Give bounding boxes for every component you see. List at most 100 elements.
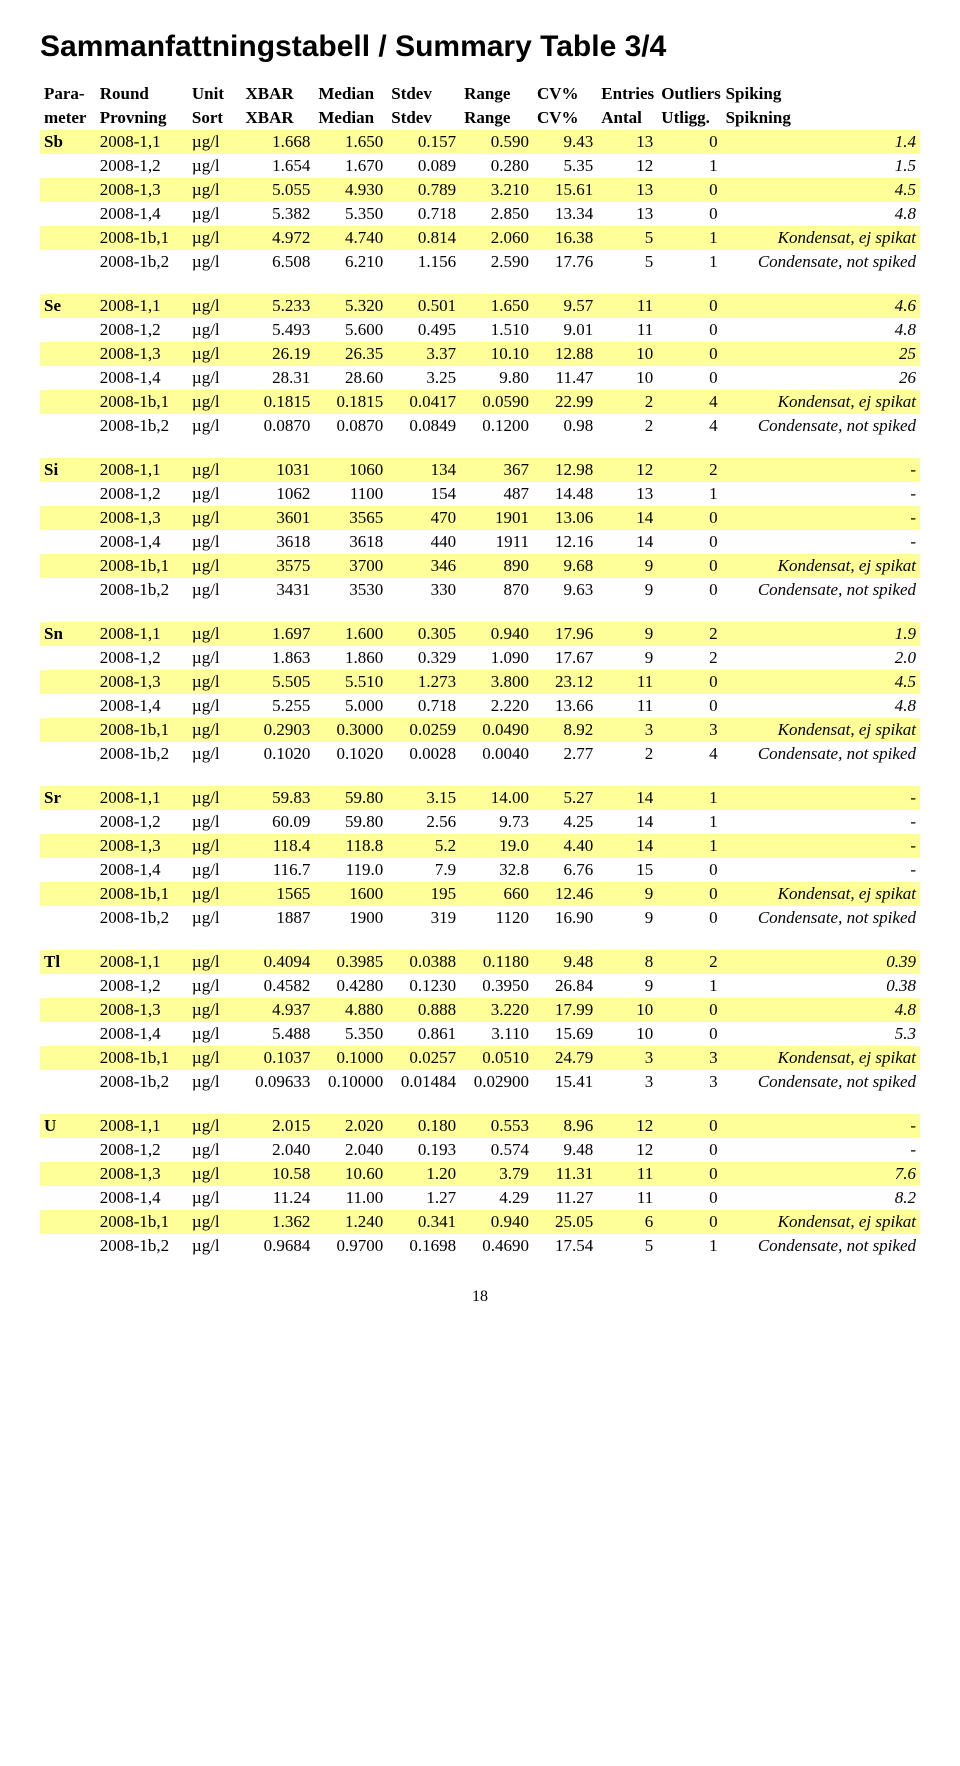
cell-param (40, 390, 96, 414)
cell-outliers: 1 (657, 250, 721, 274)
cell-median: 119.0 (314, 858, 387, 882)
cell-unit: µg/l (188, 670, 242, 694)
table-row: Sn2008-1,1µg/l1.6971.6000.3050.94017.969… (40, 622, 920, 646)
table-row: 2008-1,3µg/l5.5055.5101.2733.80023.12110… (40, 670, 920, 694)
cell-median: 4.880 (314, 998, 387, 1022)
cell-round: 2008-1,3 (96, 834, 188, 858)
cell-round: 2008-1b,1 (96, 882, 188, 906)
cell-param (40, 178, 96, 202)
cell-param: Se (40, 294, 96, 318)
cell-spiking: - (722, 1138, 920, 1162)
cell-param (40, 414, 96, 438)
hdr-xbar-2: XBAR (241, 106, 314, 130)
hdr-cv-2: CV% (533, 106, 597, 130)
cell-cv: 5.27 (533, 786, 597, 810)
cell-round: 2008-1b,1 (96, 554, 188, 578)
cell-entries: 11 (597, 294, 657, 318)
cell-cv: 4.40 (533, 834, 597, 858)
cell-spiking: 1.5 (722, 154, 920, 178)
cell-unit: µg/l (188, 718, 242, 742)
cell-range: 0.280 (460, 154, 533, 178)
cell-cv: 17.54 (533, 1234, 597, 1258)
group-spacer (40, 438, 920, 458)
cell-stdev: 0.180 (387, 1114, 460, 1138)
cell-cv: 9.57 (533, 294, 597, 318)
cell-round: 2008-1b,1 (96, 1046, 188, 1070)
cell-outliers: 0 (657, 1138, 721, 1162)
table-row: 2008-1b,2µg/l6.5086.2101.1562.59017.7651… (40, 250, 920, 274)
cell-outliers: 0 (657, 530, 721, 554)
cell-entries: 13 (597, 202, 657, 226)
hdr-range-1: Range (460, 82, 533, 106)
cell-unit: µg/l (188, 506, 242, 530)
cell-round: 2008-1,4 (96, 202, 188, 226)
table-row: 2008-1,3µg/l10.5810.601.203.7911.311107.… (40, 1162, 920, 1186)
cell-unit: µg/l (188, 950, 242, 974)
cell-median: 59.80 (314, 786, 387, 810)
hdr-range-2: Range (460, 106, 533, 130)
cell-cv: 12.98 (533, 458, 597, 482)
cell-param (40, 154, 96, 178)
cell-outliers: 3 (657, 1046, 721, 1070)
cell-outliers: 1 (657, 154, 721, 178)
hdr-outliers-1: Outliers (657, 82, 721, 106)
cell-unit: µg/l (188, 414, 242, 438)
cell-spiking: 0.38 (722, 974, 920, 998)
cell-xbar: 1.362 (241, 1210, 314, 1234)
cell-cv: 15.61 (533, 178, 597, 202)
cell-outliers: 0 (657, 178, 721, 202)
cell-spiking: 1.4 (722, 130, 920, 154)
cell-entries: 10 (597, 366, 657, 390)
cell-median: 5.320 (314, 294, 387, 318)
table-row: 2008-1b,2µg/l0.096330.100000.014840.0290… (40, 1070, 920, 1094)
cell-median: 1.600 (314, 622, 387, 646)
hdr-median-2: Median (314, 106, 387, 130)
cell-stdev: 1.273 (387, 670, 460, 694)
table-row: 2008-1,4µg/l36183618440191112.16140- (40, 530, 920, 554)
cell-range: 2.850 (460, 202, 533, 226)
cell-cv: 26.84 (533, 974, 597, 998)
cell-entries: 2 (597, 390, 657, 414)
cell-round: 2008-1,1 (96, 294, 188, 318)
cell-stdev: 0.0259 (387, 718, 460, 742)
cell-outliers: 1 (657, 810, 721, 834)
cell-param: U (40, 1114, 96, 1138)
table-row: Si2008-1,1µg/l1031106013436712.98122- (40, 458, 920, 482)
cell-spiking: - (722, 506, 920, 530)
cell-unit: µg/l (188, 646, 242, 670)
cell-unit: µg/l (188, 742, 242, 766)
table-row: 2008-1b,1µg/l4.9724.7400.8142.06016.3851… (40, 226, 920, 250)
cell-param (40, 366, 96, 390)
cell-outliers: 0 (657, 1186, 721, 1210)
cell-entries: 13 (597, 130, 657, 154)
group-spacer (40, 602, 920, 622)
cell-range: 0.0510 (460, 1046, 533, 1070)
table-row: 2008-1,4µg/l116.7119.07.932.86.76150- (40, 858, 920, 882)
table-row: 2008-1,4µg/l5.2555.0000.7182.22013.66110… (40, 694, 920, 718)
cell-unit: µg/l (188, 1210, 242, 1234)
cell-outliers: 0 (657, 906, 721, 930)
cell-round: 2008-1,1 (96, 1114, 188, 1138)
cell-spiking: Condensate, not spiked (722, 414, 920, 438)
hdr-param-2: meter (40, 106, 96, 130)
cell-spiking: 4.6 (722, 294, 920, 318)
cell-round: 2008-1b,1 (96, 718, 188, 742)
cell-cv: 17.76 (533, 250, 597, 274)
group-spacer (40, 766, 920, 786)
cell-round: 2008-1,3 (96, 998, 188, 1022)
cell-stdev: 346 (387, 554, 460, 578)
cell-spiking: - (722, 1114, 920, 1138)
cell-entries: 11 (597, 1186, 657, 1210)
hdr-spiking-1: Spiking (722, 82, 920, 106)
cell-stdev: 0.501 (387, 294, 460, 318)
cell-unit: µg/l (188, 786, 242, 810)
cell-stdev: 0.305 (387, 622, 460, 646)
cell-stdev: 3.25 (387, 366, 460, 390)
cell-range: 19.0 (460, 834, 533, 858)
cell-range: 0.0590 (460, 390, 533, 414)
cell-spiking: 4.5 (722, 178, 920, 202)
cell-median: 0.9700 (314, 1234, 387, 1258)
cell-cv: 24.79 (533, 1046, 597, 1070)
cell-xbar: 1031 (241, 458, 314, 482)
cell-param (40, 226, 96, 250)
